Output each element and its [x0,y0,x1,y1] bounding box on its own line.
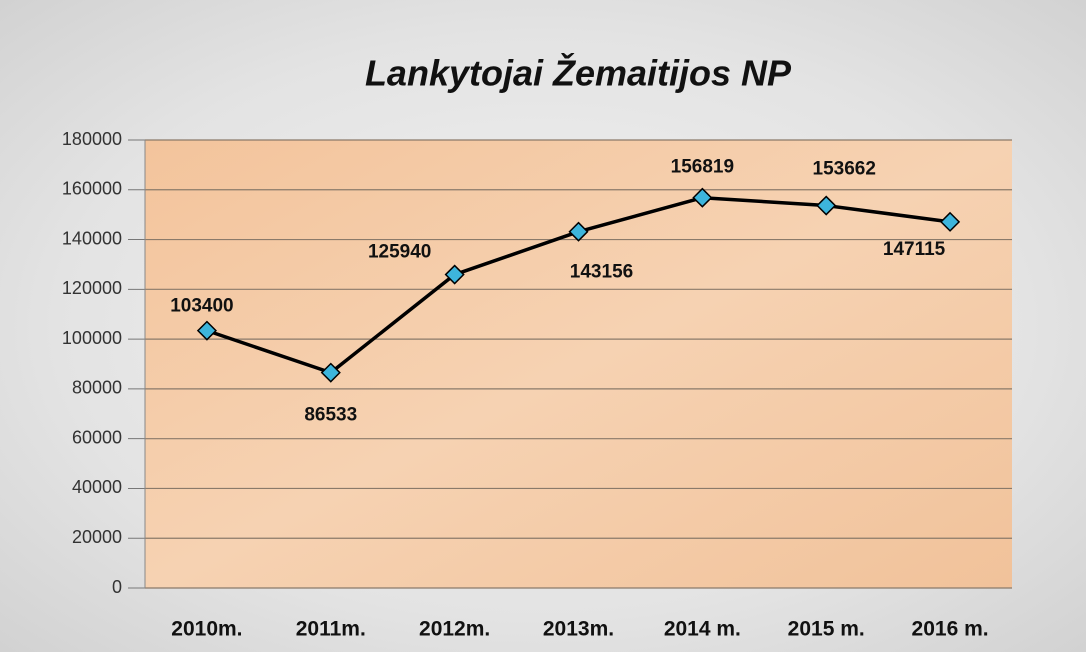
y-tick-label: 140000 [62,228,122,248]
x-tick-label: 2012m. [419,618,490,641]
plot-area [145,140,1012,588]
y-tick-label: 100000 [62,328,122,348]
x-tick-label: 2013m. [543,618,614,641]
marker [196,320,217,341]
x-tick-label: 2014 m. [664,618,741,641]
y-tick-label: 160000 [62,179,122,199]
data-label: 147115 [883,239,946,260]
y-tick-label: 60000 [72,427,122,447]
data-label: 86533 [304,405,357,426]
data-label: 153662 [813,159,876,180]
y-tick-label: 80000 [72,378,122,398]
marker [816,195,837,216]
x-tick-label: 2010m. [171,618,242,641]
x-tick-label: 2011m. [296,618,366,641]
x-tick-label: 2016 m. [912,618,989,641]
data-label: 103400 [170,296,233,317]
marker [692,187,713,208]
data-label: 156819 [671,157,734,178]
marker [444,264,465,285]
chart-title: Lankytojai Žemaitijos NP [365,52,792,94]
y-tick-label: 40000 [72,477,122,497]
y-tick-label: 0 [112,577,122,597]
y-tick-label: 20000 [72,527,122,547]
x-tick-label: 2015 m. [788,618,865,641]
y-tick-label: 120000 [62,278,122,298]
data-label: 143156 [570,262,633,283]
data-label: 125940 [368,242,431,263]
y-tick-label: 180000 [62,129,122,149]
marker [320,362,341,383]
marker [568,221,589,242]
marker [940,211,961,232]
